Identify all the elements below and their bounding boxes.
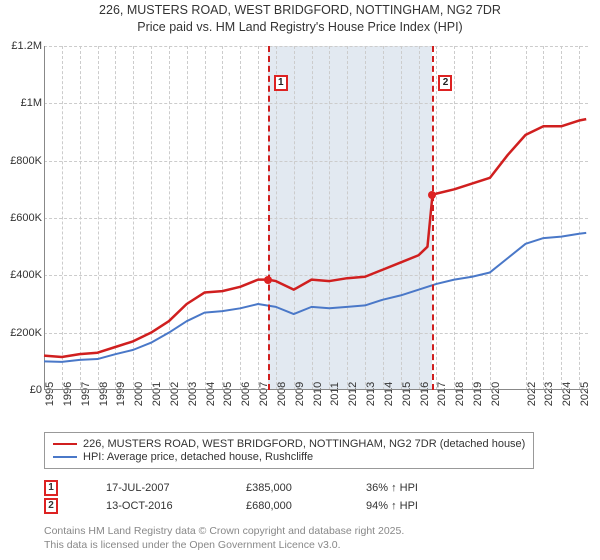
legend-item: 226, MUSTERS ROAD, WEST BRIDGFORD, NOTTI… (53, 438, 525, 450)
title-line-2: Price paid vs. HM Land Registry's House … (0, 19, 600, 36)
event-price: £385,000 (246, 482, 366, 494)
event-date: 13-OCT-2016 (106, 500, 246, 512)
y-axis-tick: £1.2M (11, 40, 42, 52)
event-table: 1 17-JUL-2007£385,00036% ↑ HPI 2 13-OCT-201… (44, 478, 506, 516)
footer-line-1: Contains HM Land Registry data © Crown c… (44, 524, 404, 538)
legend-swatch (53, 456, 77, 458)
event-row-marker: 2 (44, 498, 58, 514)
footer-line-2: This data is licensed under the Open Gov… (44, 538, 404, 552)
title-line-1: 226, MUSTERS ROAD, WEST BRIDGFORD, NOTTI… (0, 2, 600, 19)
event-hpi: 94% ↑ HPI (366, 500, 506, 512)
y-axis-tick: £800K (10, 155, 42, 167)
y-axis-tick: £600K (10, 212, 42, 224)
series-price_paid (44, 119, 586, 357)
event-row: 2 13-OCT-2016£680,00094% ↑ HPI (44, 498, 506, 514)
legend-item: HPI: Average price, detached house, Rush… (53, 451, 525, 463)
event-row-marker: 1 (44, 480, 58, 496)
y-axis-tick: £400K (10, 269, 42, 281)
event-marker-2: 2 (438, 75, 452, 91)
event-price: £680,000 (246, 500, 366, 512)
y-axis-tick: £0 (30, 384, 42, 396)
y-axis-tick: £1M (21, 97, 42, 109)
event-row: 1 17-JUL-2007£385,00036% ↑ HPI (44, 480, 506, 496)
event-hpi: 36% ↑ HPI (366, 482, 506, 494)
event-date: 17-JUL-2007 (106, 482, 246, 494)
chart-title: 226, MUSTERS ROAD, WEST BRIDGFORD, NOTTI… (0, 0, 600, 36)
event-marker-1: 1 (274, 75, 288, 91)
y-axis-tick: £200K (10, 327, 42, 339)
footer-attribution: Contains HM Land Registry data © Crown c… (44, 524, 404, 552)
legend-swatch (53, 443, 77, 445)
legend-label: 226, MUSTERS ROAD, WEST BRIDGFORD, NOTTI… (83, 438, 525, 450)
line-series-layer (44, 46, 588, 390)
legend-label: HPI: Average price, detached house, Rush… (83, 451, 313, 463)
event-dot-1 (264, 276, 272, 284)
legend: 226, MUSTERS ROAD, WEST BRIDGFORD, NOTTI… (44, 432, 534, 469)
chart-container: 226, MUSTERS ROAD, WEST BRIDGFORD, NOTTI… (0, 0, 600, 560)
